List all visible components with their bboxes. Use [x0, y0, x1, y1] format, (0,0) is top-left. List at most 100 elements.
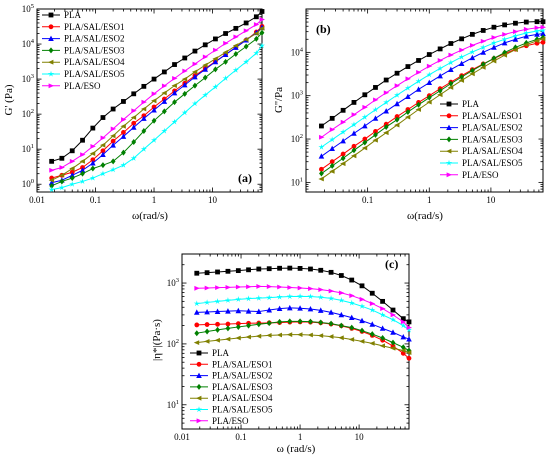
data-point: [225, 308, 231, 314]
data-point: [362, 122, 368, 129]
data-point: [235, 296, 242, 302]
data-point: [151, 76, 157, 82]
data-point: [405, 76, 411, 82]
data-point: [222, 51, 229, 57]
series-line: [196, 334, 410, 354]
data-point: [369, 340, 375, 346]
series-line: [196, 320, 410, 351]
data-point: [255, 333, 262, 339]
data-point: [213, 36, 218, 42]
series-3: [318, 30, 546, 159]
data-point: [362, 136, 368, 142]
data-point: [69, 175, 75, 182]
data-point: [415, 107, 421, 112]
data-point: [372, 137, 378, 143]
data-point: [49, 158, 55, 164]
data-point: [245, 308, 252, 314]
data-point: [318, 153, 325, 159]
data-point: [319, 170, 324, 177]
data-point: [69, 181, 76, 187]
data-point: [235, 335, 241, 341]
legend-label: PLA: [212, 348, 230, 358]
data-point: [426, 99, 432, 105]
legend-label: PLA/SAL/ESO1: [212, 359, 273, 369]
data-point: [373, 97, 379, 103]
data-point: [406, 355, 412, 361]
data-point: [512, 36, 519, 42]
legend-label: PLA: [64, 10, 82, 20]
legend-marker: [195, 406, 203, 413]
data-point: [79, 178, 86, 185]
chart-panel-2: 0.1 1 10101102103104ω(rad/s)G''/Pa(b)PLAPL…: [273, 8, 547, 222]
data-point: [437, 58, 444, 63]
legend-label: PLA/SAL/ESO3: [212, 382, 273, 392]
data-point: [351, 130, 357, 136]
legend-marker: [196, 395, 202, 401]
data-point: [358, 303, 366, 309]
data-point: [416, 69, 422, 75]
legend-marker: [196, 350, 202, 356]
data-point: [277, 265, 282, 271]
data-point: [58, 184, 65, 191]
data-point: [181, 109, 188, 116]
data-point: [359, 327, 365, 334]
data-point: [480, 44, 487, 50]
data-point: [192, 48, 198, 54]
data-point: [90, 160, 96, 166]
data-point: [400, 333, 407, 340]
x-axis-label: ω(rad/s): [407, 210, 443, 222]
data-point: [161, 90, 167, 96]
data-point: [235, 323, 241, 330]
data-point: [340, 107, 346, 113]
y-tick-label: 101: [22, 143, 34, 154]
data-point: [406, 350, 412, 355]
data-point: [193, 340, 200, 346]
data-point: [256, 266, 262, 272]
legend-marker: [48, 47, 54, 54]
data-point: [192, 82, 198, 89]
data-point: [276, 305, 283, 312]
data-point: [540, 19, 546, 25]
data-point: [394, 114, 400, 119]
data-point: [362, 139, 368, 146]
data-point: [235, 307, 242, 314]
x-tick-label: 0.1: [362, 195, 373, 205]
data-point: [223, 31, 228, 36]
y-tick-label: 103: [167, 277, 179, 288]
data-point: [193, 309, 200, 315]
data-point: [426, 79, 433, 86]
data-point: [480, 64, 486, 70]
data-point: [416, 58, 421, 63]
data-point: [539, 27, 547, 34]
data-point: [351, 112, 357, 118]
data-point: [99, 142, 106, 148]
data-point: [405, 326, 413, 333]
data-point: [202, 42, 208, 48]
data-point: [351, 100, 357, 105]
data-point: [172, 75, 178, 81]
data-point: [523, 29, 530, 36]
data-point: [350, 121, 358, 128]
data-point: [224, 297, 231, 303]
data-point: [191, 69, 198, 75]
data-point: [480, 49, 487, 55]
series-line: [321, 26, 544, 138]
data-point: [276, 293, 283, 300]
legend-marker: [445, 159, 453, 166]
series-line: [196, 285, 410, 329]
data-point: [459, 73, 465, 80]
data-point: [307, 293, 314, 300]
data-point: [502, 22, 508, 28]
data-point: [340, 119, 347, 125]
data-point: [121, 99, 126, 104]
x-tick-label: 0.1: [90, 195, 101, 205]
data-point: [243, 20, 249, 26]
series-line: [321, 29, 544, 148]
data-point: [110, 133, 116, 139]
y-tick-label: 102: [167, 338, 179, 349]
data-point: [48, 177, 55, 183]
data-point: [223, 58, 228, 65]
data-point: [523, 42, 529, 48]
data-point: [404, 84, 411, 91]
data-point: [202, 74, 208, 81]
